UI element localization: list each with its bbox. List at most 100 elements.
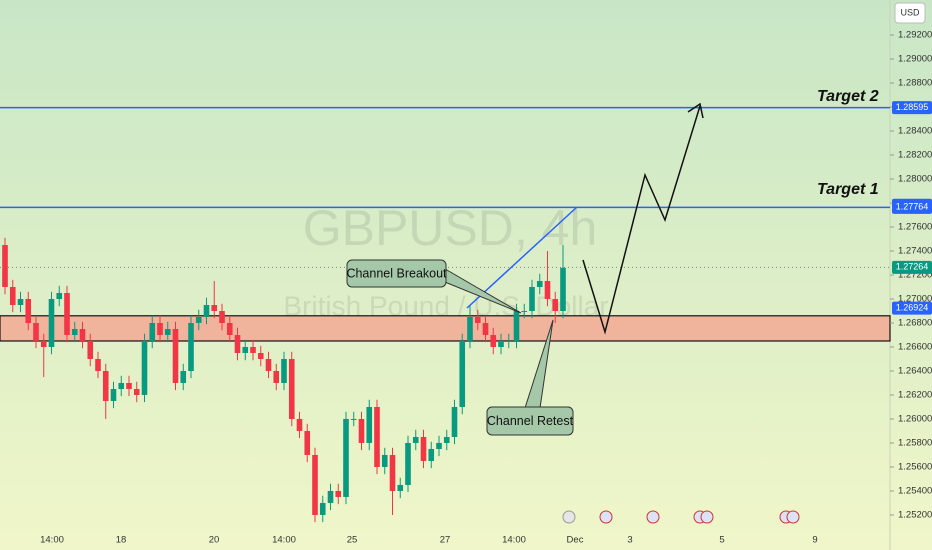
candle-body [343,418,349,497]
y-tick-label: 1.26800 [898,318,932,329]
candle-body [242,346,249,353]
candle-body [498,340,504,347]
candle-body [436,442,442,449]
candle-body [102,370,109,401]
candle-body [9,286,16,305]
x-tick-label: 14:00 [502,535,526,546]
y-tick-label: 1.28200 [898,150,932,161]
candle-body [451,406,458,437]
price-label: 1.26924 [896,302,929,312]
candle-body [172,328,179,383]
event-icon[interactable] [599,510,613,524]
candle-body [226,322,233,335]
candle-body [164,328,171,335]
candle-body [560,267,566,311]
event-icon[interactable] [562,510,576,524]
price-label-box [892,200,932,214]
event-icons [562,510,800,524]
candle-body [358,418,365,443]
price-label: 1.28595 [896,102,929,112]
candle-body [87,340,94,359]
x-tick-label: Dec [567,535,584,546]
candle-body [412,436,419,443]
y-tick-label: 1.26000 [898,413,932,424]
candle-body [234,334,241,353]
event-icon[interactable] [700,510,714,524]
y-tick-label: 1.25600 [898,461,932,472]
annotation: Channel Retest [487,414,574,428]
y-tick-label: 1.26600 [898,342,932,353]
candle-body [513,310,520,341]
candle-body [95,358,101,371]
candle-body [288,358,295,419]
candle-body [490,334,497,347]
candle-body [374,406,380,467]
candle-body [203,304,210,317]
candle-body [195,316,202,323]
projection-path [582,105,701,335]
y-tick-label: 1.29200 [898,30,932,41]
level-name: Target 1 [817,181,879,198]
candle-body [405,442,411,485]
candle-body [381,454,388,467]
candle-body [133,388,140,395]
currency-box[interactable] [894,2,926,24]
event-icon[interactable] [646,510,660,524]
projection-arrowhead [687,102,704,119]
candle-body [250,346,256,353]
candle-body [304,430,311,455]
x-tick-label: 14:00 [40,535,64,546]
price-label: 1.27264 [896,262,929,272]
candle-body [459,340,466,407]
candle-body [505,340,512,342]
y-tick-label: 1.28800 [898,78,932,89]
watermark-title: GBPUSD, 4h [303,200,598,256]
candle-body [319,502,326,515]
candle-body [40,340,47,347]
candle-body [366,406,373,443]
candle-body [335,490,342,497]
candle-body [79,328,86,341]
x-tick-label: 9 [812,535,817,546]
candle-body [389,454,396,491]
candle-body [64,292,70,335]
price-label-box [892,301,932,315]
candle-body [211,304,218,311]
callout-box [486,406,574,436]
y-tick-label: 1.25200 [898,509,932,520]
candle-body [2,245,8,287]
candle-body [149,322,156,341]
candle-body [281,358,287,383]
candle-body [467,316,473,341]
x-tick-label: 20 [209,535,220,546]
candle-body [552,298,559,311]
candle-body [157,322,163,335]
event-icon[interactable] [786,510,800,524]
candle-body [33,322,39,341]
candle-body [17,298,24,305]
x-tick-label: 14:00 [272,535,296,546]
candle-body [180,370,187,383]
y-tick-label: 1.28000 [898,174,932,185]
y-tick-label: 1.27200 [898,270,932,281]
candle-body [126,382,132,389]
candle-body [443,436,450,443]
annotation: Channel Breakout [346,266,447,280]
x-tick-label: 3 [627,535,632,546]
candle-body [141,340,148,395]
candle-body [265,358,272,371]
candle-body [25,298,32,323]
currency: USD [900,7,920,17]
candle-body [118,382,125,389]
candle-body [521,310,528,312]
callout-box [346,259,447,288]
candle-body [296,418,303,431]
candle-body [56,292,63,299]
candle-body [529,286,535,311]
x-tick-label: 5 [719,535,724,546]
candle-body [312,454,318,515]
support-zone [0,315,891,342]
price-label-box [892,260,932,274]
candle-body [350,418,357,420]
